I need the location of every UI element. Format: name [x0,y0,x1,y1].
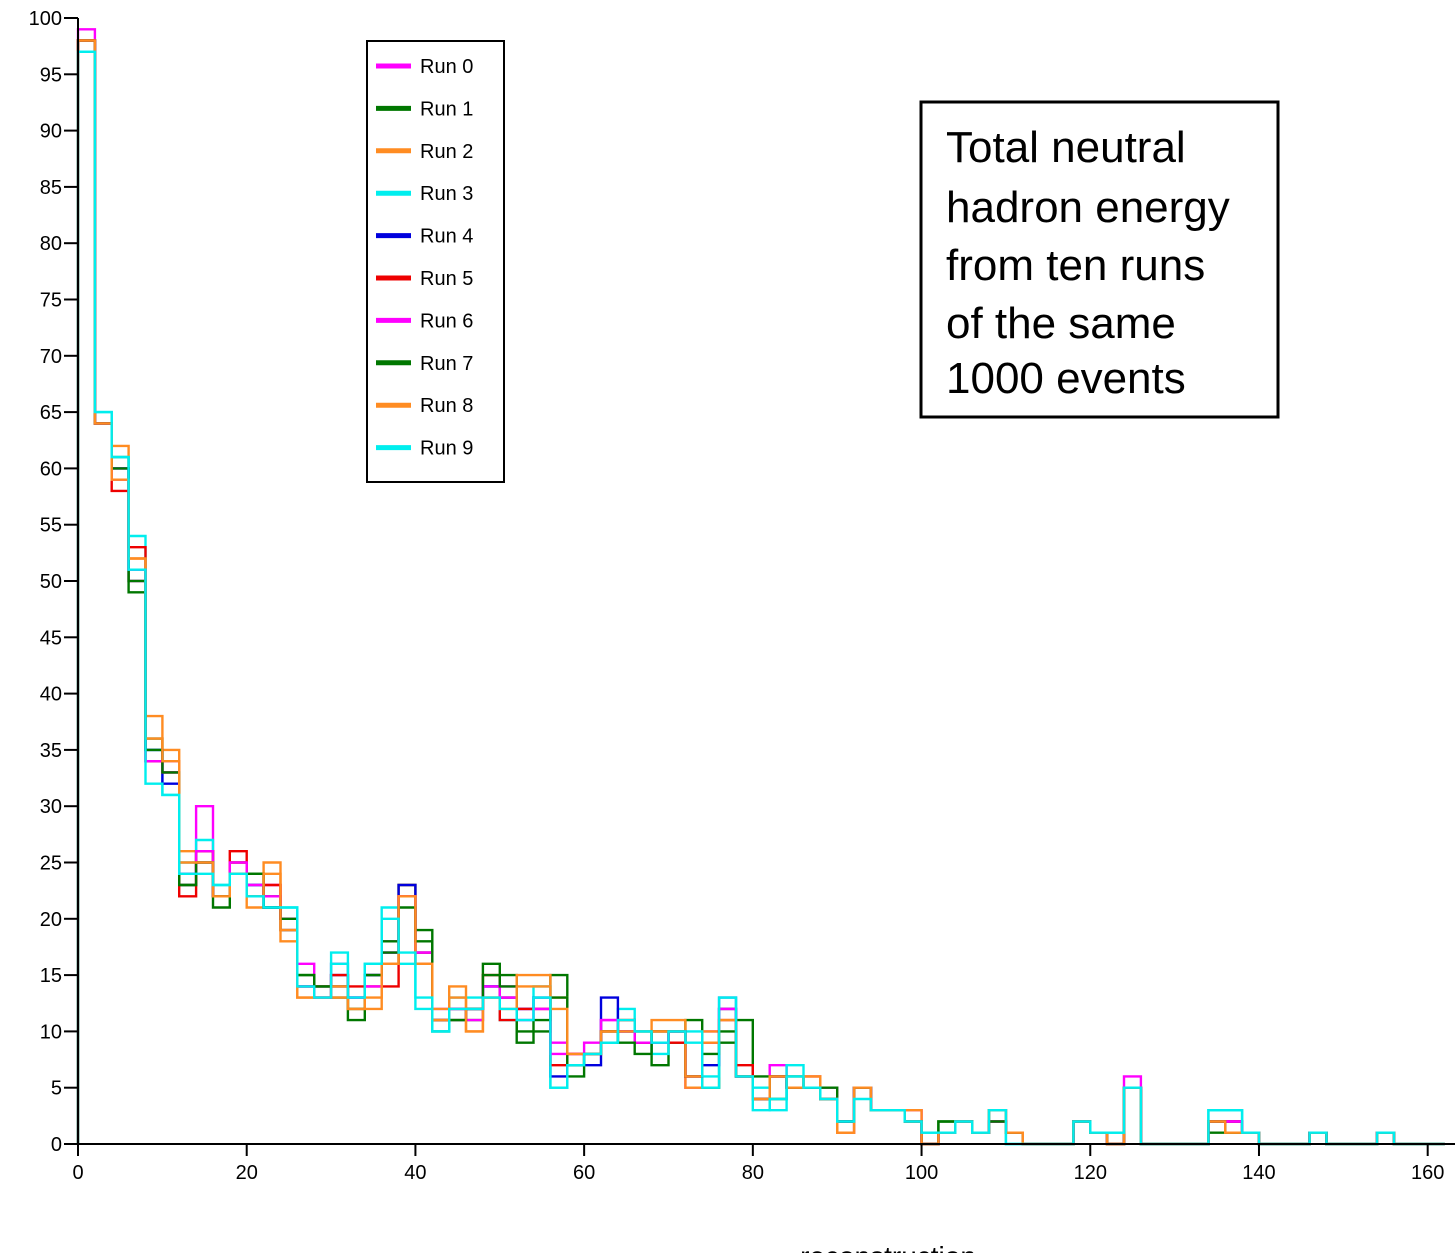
y-tick-label: 25 [40,853,62,875]
x-tick-label: 160 [1411,1162,1444,1184]
x-tick-label: 40 [404,1162,426,1184]
y-tick-label: 0 [51,1134,62,1156]
y-tick-label: 100 [29,8,62,30]
annotation-line: 1000 events [946,354,1186,403]
y-tick-label: 60 [40,458,62,480]
annotation-line: hadron energy [946,183,1230,232]
y-tick-label: 90 [40,121,62,143]
y-tick-label: 70 [40,346,62,368]
y-tick-label: 95 [40,64,62,86]
annotation-line: of the same [946,299,1176,348]
y-tick-label: 15 [40,965,62,987]
legend-label: Run 5 [420,268,473,290]
legend-label: Run 0 [420,56,473,78]
y-tick-label: 5 [51,1078,62,1100]
annotation-box: Total neutral hadron energy from ten run… [919,100,1280,419]
legend-label: Run 7 [420,353,473,375]
legend: Run 0 Run 1 Run 2 Run 3 Run 4 Run 5 Run 6 Run 7… [366,40,505,483]
legend-label: Run 9 [420,438,473,460]
x-tick-label: 80 [742,1162,764,1184]
legend-label: Run 4 [420,226,473,248]
legend-label: Run 6 [420,310,473,332]
legend-label: Run 8 [420,395,473,417]
y-tick-label: 20 [40,909,62,931]
annotation-line: from ten runs [946,241,1205,290]
y-tick-label: 55 [40,515,62,537]
y-tick-label: 40 [40,684,62,706]
y-tick-label: 30 [40,796,62,818]
y-tick-label: 35 [40,740,62,762]
x-tick-label: 100 [905,1162,938,1184]
axes-layer: 0 5 10 15 20 25 30 35 40 45 50 55 60 65 70 75 80 85 90 95 10… [29,8,1455,1184]
x-tick-label: 0 [72,1162,83,1184]
legend-label: Run 1 [420,98,473,120]
y-tick-label: 50 [40,571,62,593]
legend-label: Run 2 [420,141,473,163]
legend-items: Run 0 Run 1 Run 2 Run 3 Run 4 Run 5 Run 6 Run 7… [376,56,473,460]
y-tick-label: 45 [40,627,62,649]
y-tick-label: 10 [40,1021,62,1043]
x-axis-label: reconstruction [800,1241,976,1253]
legend-label: Run 3 [420,183,473,205]
legend-box [366,40,505,483]
annotation-frame [919,100,1280,419]
y-tick-label: 85 [40,177,62,199]
x-tick-label: 140 [1242,1162,1275,1184]
y-tick-label: 75 [40,290,62,312]
x-tick-label: 120 [1074,1162,1107,1184]
y-tick-label: 65 [40,402,62,424]
y-tick-label: 80 [40,233,62,255]
x-tick-label: 60 [573,1162,595,1184]
x-tick-label: 20 [236,1162,258,1184]
annotation-line: Total neutral [946,123,1186,172]
